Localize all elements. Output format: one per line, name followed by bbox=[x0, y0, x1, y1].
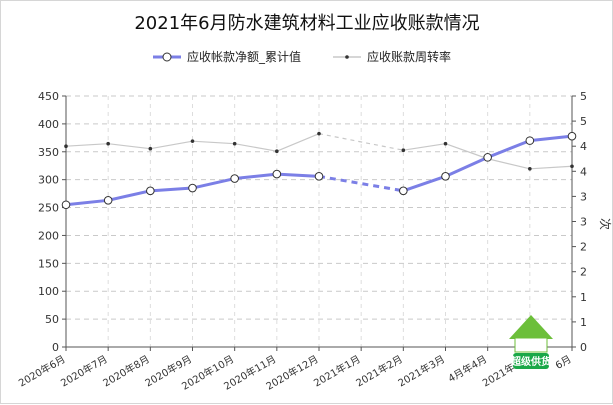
y-right-tick-label: 4 bbox=[580, 165, 587, 178]
receivables-point bbox=[441, 172, 450, 181]
y-right-tick-label: 1 bbox=[580, 291, 587, 304]
turnover-point bbox=[232, 141, 237, 146]
y-left-tick-label: 250 bbox=[38, 202, 59, 215]
y-left-tick-label: 200 bbox=[38, 229, 59, 242]
receivables-point bbox=[483, 153, 492, 162]
turnover-line bbox=[444, 143, 489, 160]
y-right-tick-label: 3 bbox=[580, 190, 587, 203]
turnover-line bbox=[65, 143, 109, 147]
receivables-point bbox=[399, 186, 408, 196]
turnover-point bbox=[64, 144, 68, 148]
y-left-tick-label: 400 bbox=[38, 118, 59, 131]
watermark-house-icon bbox=[509, 315, 553, 339]
x-tick-label: 2020年6月 bbox=[16, 352, 67, 389]
y-right-tick-label: 1 bbox=[580, 316, 587, 329]
receivables-line bbox=[444, 155, 490, 178]
legend: 应收帐款净额_累计值 应收账款周转率 bbox=[153, 49, 451, 64]
receivables-line-gap bbox=[318, 174, 404, 193]
turnover-point bbox=[148, 146, 153, 151]
turnover-point bbox=[106, 141, 110, 146]
receivables-line bbox=[106, 189, 152, 202]
receivables-line bbox=[528, 134, 574, 143]
x-tick-label: 2021年2月 bbox=[353, 352, 404, 389]
turnover-point bbox=[275, 149, 279, 154]
legend-marker-receivables bbox=[162, 52, 172, 62]
turnover-line bbox=[149, 140, 194, 150]
receivables-line bbox=[401, 174, 447, 193]
receivables-line bbox=[486, 139, 532, 159]
turnover-line bbox=[402, 143, 447, 151]
y-right-tick-label: 2 bbox=[580, 241, 587, 254]
turnover-point bbox=[317, 131, 321, 136]
x-tick-label: 2020年8月 bbox=[100, 352, 151, 389]
receivables-point bbox=[103, 196, 113, 205]
turnover-line bbox=[487, 158, 531, 170]
y-left-tick-label: 100 bbox=[38, 285, 59, 298]
x-tick-label: 6月 bbox=[553, 353, 573, 372]
x-tick-label: 2021年1月 bbox=[311, 352, 362, 389]
axes: 0 50 100 150 200 250 300 350 400 450 0 1 1 2 2 3 3 4 4 5 5 20… bbox=[16, 90, 587, 393]
y-right-tick-label: 5 bbox=[580, 115, 587, 128]
receivables-point bbox=[61, 200, 71, 210]
receivables-line bbox=[191, 177, 237, 190]
receivables-point bbox=[146, 186, 155, 196]
y-left-tick-label: 300 bbox=[38, 174, 59, 187]
legend-label-receivables: 应收帐款净额_累计值 bbox=[187, 49, 301, 64]
y-left-tick-label: 450 bbox=[38, 90, 59, 103]
x-tick-label: 2021年3月 bbox=[396, 352, 447, 389]
turnover-point bbox=[190, 139, 195, 143]
grid bbox=[66, 95, 573, 347]
y-right-tick-label: 4 bbox=[580, 140, 587, 153]
chart-title: 2021年6月防水建筑材料工业应收账款情况 bbox=[134, 13, 479, 34]
y-right-axis-title: 次 bbox=[598, 218, 612, 230]
legend-label-turnover: 应收账款周转率 bbox=[367, 49, 451, 64]
y-right-tick-label: 3 bbox=[580, 216, 587, 229]
receivables-line bbox=[148, 186, 194, 193]
receivables-line bbox=[233, 172, 279, 181]
receivables-line bbox=[275, 172, 321, 178]
turnover-point bbox=[443, 141, 448, 146]
y-left-tick-label: 50 bbox=[45, 313, 59, 326]
turnover-line-gap bbox=[318, 133, 404, 151]
receivables-point bbox=[188, 183, 197, 193]
series bbox=[61, 131, 577, 210]
turnover-line bbox=[191, 140, 236, 145]
watermark-text: 超级供货 bbox=[510, 355, 551, 368]
turnover-line bbox=[276, 133, 320, 152]
x-tick-label: 2020年7月 bbox=[58, 352, 109, 389]
receivables-point bbox=[230, 174, 239, 183]
y-left-tick-label: 350 bbox=[38, 146, 59, 159]
receivables-point bbox=[567, 131, 577, 141]
turnover-point bbox=[401, 148, 406, 153]
watermark-logo: 超级供货 bbox=[509, 315, 553, 369]
receivables-point bbox=[272, 169, 282, 179]
y-left-tick-label: 150 bbox=[38, 257, 59, 270]
turnover-point bbox=[570, 164, 574, 169]
y-right-tick-label: 2 bbox=[580, 266, 587, 279]
turnover-point bbox=[528, 166, 532, 171]
turnover-line bbox=[107, 143, 151, 150]
y-right-tick-label: 0 bbox=[580, 341, 587, 354]
receivables-line bbox=[64, 198, 110, 207]
receivables-point bbox=[314, 172, 324, 181]
turnover-line bbox=[529, 165, 573, 170]
legend-marker-turnover bbox=[345, 55, 349, 59]
y-left-tick-label: 0 bbox=[52, 341, 59, 354]
turnover-line bbox=[234, 143, 278, 152]
receivables-point bbox=[525, 136, 535, 145]
y-right-tick-label: 5 bbox=[580, 90, 587, 103]
